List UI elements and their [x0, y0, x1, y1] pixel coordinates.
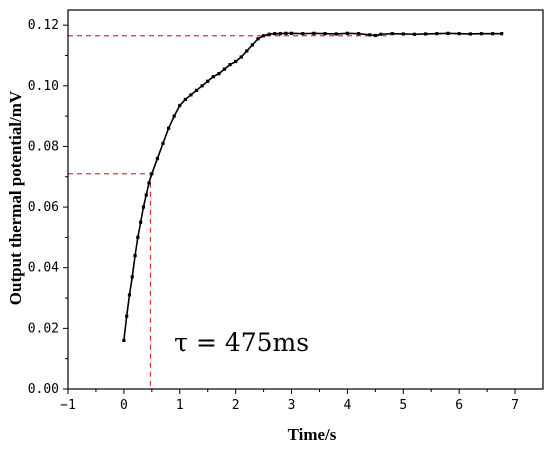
- data-point: [323, 32, 327, 36]
- data-point: [217, 72, 221, 76]
- data-point: [412, 32, 417, 36]
- data-point: [245, 49, 249, 53]
- x-tick-label: 5: [399, 398, 407, 413]
- y-tick-label: 0.00: [28, 382, 59, 397]
- x-tick-label: −1: [60, 398, 76, 413]
- data-point: [379, 32, 383, 36]
- data-point: [468, 32, 472, 36]
- data-point: [479, 32, 484, 36]
- data-point: [127, 293, 132, 297]
- data-point: [206, 79, 210, 83]
- data-point: [183, 97, 187, 102]
- data-point: [141, 205, 146, 209]
- data-point: [189, 93, 193, 97]
- data-point: [166, 126, 171, 130]
- x-tick-label: 4: [343, 398, 351, 413]
- data-point: [289, 31, 294, 35]
- data-point: [234, 59, 238, 64]
- data-point: [390, 32, 394, 36]
- y-tick-label: 0.08: [28, 139, 59, 154]
- data-point: [284, 31, 288, 35]
- data-point: [155, 156, 160, 161]
- x-axis-label: Time/s: [288, 425, 337, 444]
- data-point: [491, 32, 495, 36]
- x-tick-label: 0: [120, 398, 128, 413]
- x-tick-label: 6: [455, 398, 463, 413]
- data-point: [239, 55, 243, 59]
- x-tick-label: 2: [232, 398, 240, 413]
- data-point: [500, 32, 504, 36]
- data-point: [130, 275, 134, 279]
- data-point: [368, 33, 372, 37]
- y-tick-label: 0.02: [28, 321, 59, 336]
- y-tick-label: 0.04: [28, 261, 59, 276]
- data-point: [211, 75, 215, 79]
- series-line: [123, 32, 502, 341]
- data-point: [122, 338, 126, 343]
- data-point: [136, 235, 140, 239]
- axes: −1 0 1 2 3 4 5 6 7 0.00 0.02 0.04 0.06 0.08 0.10 0.12: [28, 9, 544, 413]
- data-point: [435, 32, 439, 36]
- data-point: [267, 32, 271, 36]
- data-point: [147, 181, 151, 185]
- data-point: [133, 253, 137, 258]
- y-tick-label: 0.10: [28, 79, 59, 94]
- data-point: [301, 32, 305, 36]
- x-tick-label: 7: [511, 398, 519, 413]
- data-point: [278, 32, 282, 36]
- data-point: [457, 32, 461, 36]
- x-tick-label: 3: [288, 398, 296, 413]
- x-tick-label: 1: [176, 398, 184, 413]
- data-point: [256, 37, 260, 41]
- data-point: [125, 314, 129, 318]
- data-point: [312, 31, 316, 35]
- plot-frame: [67, 9, 544, 390]
- data-point: [446, 31, 450, 35]
- series-layer: [122, 31, 504, 343]
- data-point: [161, 141, 165, 146]
- data-point: [194, 88, 199, 92]
- data-point: [356, 32, 361, 36]
- data-point: [424, 32, 428, 36]
- reference-lines: [68, 35, 387, 389]
- data-point: [144, 193, 148, 197]
- tau-annotation: τ = 475ms: [174, 328, 309, 357]
- data-point: [373, 33, 377, 38]
- data-point: [150, 172, 154, 176]
- data-point: [345, 31, 350, 35]
- data-point: [401, 32, 405, 36]
- y-tick-label: 0.12: [28, 18, 59, 33]
- data-point: [273, 32, 277, 36]
- data-point: [228, 62, 232, 67]
- data-point: [334, 32, 338, 36]
- data-point: [200, 84, 204, 88]
- y-tick-label: 0.06: [28, 200, 59, 215]
- y-axis-label: Output thermal potential/mV: [6, 90, 25, 305]
- data-point: [250, 43, 255, 47]
- data-point: [178, 103, 182, 108]
- data-point: [261, 34, 266, 38]
- data-point: [139, 220, 143, 224]
- data-point: [222, 67, 227, 71]
- data-point: [172, 114, 176, 118]
